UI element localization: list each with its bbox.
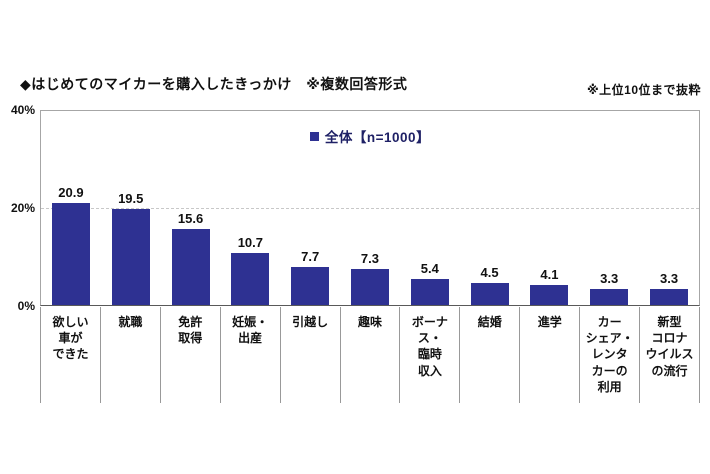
bar-slot: 7.3 [340, 251, 400, 305]
bar [291, 267, 330, 305]
bar-slot: 15.6 [161, 211, 221, 305]
x-axis-labels: 欲しい 車が できた 就職 免許 取得 妊娠・ 出産 引越し 趣味 ボーナ ス・ 臨時 収入… [40, 307, 700, 403]
bar-slot: 3.3 [579, 271, 639, 305]
bar-value-label: 5.4 [420, 261, 439, 276]
bar-slot: 5.4 [400, 261, 460, 305]
y-axis-tick-40: 40% [10, 103, 35, 117]
bar-value-label: 15.6 [177, 211, 204, 226]
bars-container: 20.9 19.5 15.6 10.7 7.7 7.3 5.4 4.5 4.1 3.3 3.3 [41, 111, 699, 305]
bar-slot: 4.1 [520, 267, 580, 305]
legend-label: 全体【n=1000】 [324, 130, 431, 145]
bar [470, 283, 509, 305]
plot-area: 全体【n=1000】 20.9 19.5 15.6 10.7 7.7 7.3 5.4 4.5 4… [40, 110, 700, 306]
x-axis-label: 欲しい 車が できた [40, 307, 100, 403]
bar-slot: 3.3 [639, 271, 699, 305]
x-axis-label: 進学 [519, 307, 579, 403]
bar-value-label: 7.3 [360, 251, 379, 266]
x-axis-label: 就職 [99, 307, 160, 403]
bar-value-label: 3.3 [600, 271, 619, 286]
bar-value-label: 19.5 [118, 191, 144, 206]
bar-value-label: 10.7 [237, 235, 263, 250]
chart-title: ◆はじめてのマイカーを購入したきっかけ ※複数回答形式 [20, 76, 408, 92]
x-axis-label: 免許 取得 [159, 307, 220, 403]
bar-value-label: 20.9 [58, 185, 84, 200]
bar [111, 209, 150, 305]
y-axis-tick-20: 20% [10, 201, 35, 215]
y-axis-tick-0: 0% [17, 299, 35, 313]
bar [410, 279, 449, 305]
bar-slot: 7.7 [280, 249, 340, 305]
bar [51, 203, 90, 305]
x-axis-label: 妊娠・ 出産 [219, 307, 280, 403]
legend-swatch-icon [309, 131, 319, 141]
bar-value-label: 3.3 [659, 271, 679, 286]
bar-slot: 19.5 [101, 191, 161, 305]
bar-value-label: 4.5 [480, 265, 499, 280]
bar-value-label: 4.1 [540, 267, 559, 282]
bar [231, 253, 270, 305]
bar [650, 289, 689, 305]
x-axis-label: ボーナ ス・ 臨時 収入 [399, 307, 459, 403]
bar [590, 289, 629, 305]
legend: 全体【n=1000】 [41, 126, 699, 146]
bar-slot: 20.9 [41, 185, 101, 305]
x-axis-label: 新型 コロナ ウイルス の流行 [639, 307, 700, 403]
x-axis-label: カー シェア・ レンタ カーの 利用 [579, 307, 639, 403]
x-axis-label: 引越し [279, 307, 340, 403]
bar-slot: 4.5 [460, 265, 520, 305]
gridline-20-percent [41, 208, 699, 209]
bar [171, 229, 210, 305]
top10-extract-note: ※上位10位まで抜粋 [586, 83, 701, 97]
bar [530, 285, 569, 305]
x-axis-label: 趣味 [339, 307, 400, 403]
bar-slot: 10.7 [220, 235, 280, 305]
x-axis-label: 結婚 [459, 307, 519, 403]
bar-value-label: 7.7 [301, 249, 320, 264]
bar [350, 269, 389, 305]
